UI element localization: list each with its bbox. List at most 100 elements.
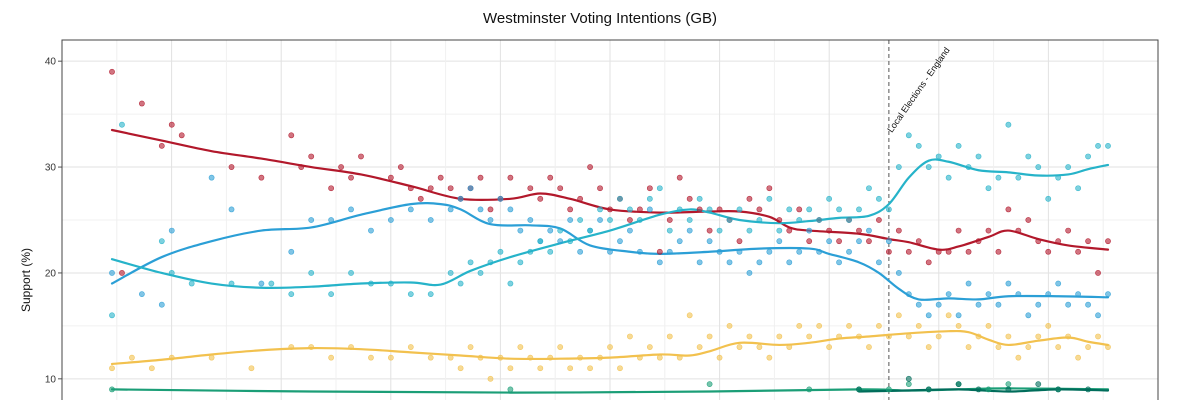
data-point [1085,238,1091,245]
data-point [955,381,962,388]
data-point [577,195,584,202]
data-point [507,365,514,372]
data-point [895,164,902,170]
data-point [308,217,315,223]
data-point [1045,248,1052,255]
data-point [607,344,613,350]
data-point [636,206,643,213]
data-point [756,206,763,213]
data-point [627,333,633,340]
data-point [158,301,165,308]
data-point [577,248,584,255]
data-point [716,354,723,361]
data-point [1005,121,1012,128]
data-point [1085,386,1091,393]
data-point [846,248,852,255]
y-tick-label: 20 [45,268,57,279]
data-point [766,248,773,255]
trend-line [110,387,1110,394]
data-point [1065,301,1072,308]
data-point [915,238,922,245]
data-point [587,227,593,234]
data-point [328,185,335,192]
data-point [109,386,115,393]
data-point [716,227,723,234]
data-point [776,227,783,234]
data-point [646,206,653,213]
data-point [746,270,753,276]
data-point [477,174,484,181]
data-point [1075,354,1082,361]
data-point [1055,386,1062,393]
data-point [417,195,424,202]
data-point [1065,333,1072,340]
data-point [766,185,773,192]
data-point [298,164,305,170]
data-point [666,217,673,223]
data-point [467,185,474,192]
data-point [1085,153,1091,160]
data-point [348,174,354,181]
data-point [228,280,235,287]
data-point [706,238,713,245]
data-point [457,365,464,372]
data-point [636,354,643,361]
data-point [866,227,872,234]
data-point [895,227,902,234]
data-point [109,312,115,319]
data-point [756,344,763,350]
data-point [348,206,354,213]
data-point [746,333,753,340]
data-point [607,248,613,255]
data-point [258,174,265,181]
data-point [965,248,972,255]
data-point [696,259,703,266]
data-point [617,238,623,245]
data-point [776,217,783,223]
data-point [746,227,753,234]
trend-line [857,388,1110,393]
data-point [935,153,942,160]
data-point [666,248,673,255]
data-point [876,217,882,223]
data-point [437,174,444,181]
data-point [1015,174,1022,181]
data-point [1085,344,1091,350]
data-point [627,227,633,234]
data-point [885,206,892,213]
data-point [776,238,783,245]
data-point [1085,301,1091,308]
data-point [905,381,912,388]
data-point [168,121,175,128]
data-point [507,174,514,181]
data-point [1065,227,1072,234]
data-point [557,185,564,192]
data-point [1035,381,1042,388]
data-point [487,217,494,223]
data-point [965,280,972,287]
data-point [1025,217,1032,223]
data-point [955,322,962,329]
data-point [726,217,733,223]
data-point [965,344,972,350]
data-point [1105,291,1111,298]
data-point [686,217,693,223]
data-point [109,68,115,75]
data-point [1005,386,1012,393]
data-point [746,195,753,202]
data-point [507,280,514,287]
data-point [925,344,932,350]
data-point [248,365,255,372]
data-point [627,217,633,223]
data-point [517,344,524,350]
data-point [397,164,404,170]
data-point [119,121,125,128]
data-point [736,344,743,350]
data-point [895,270,902,276]
data-point [656,259,663,266]
data-point [676,174,683,181]
data-point [1035,164,1042,170]
data-point [856,206,862,213]
data-point [507,206,514,213]
